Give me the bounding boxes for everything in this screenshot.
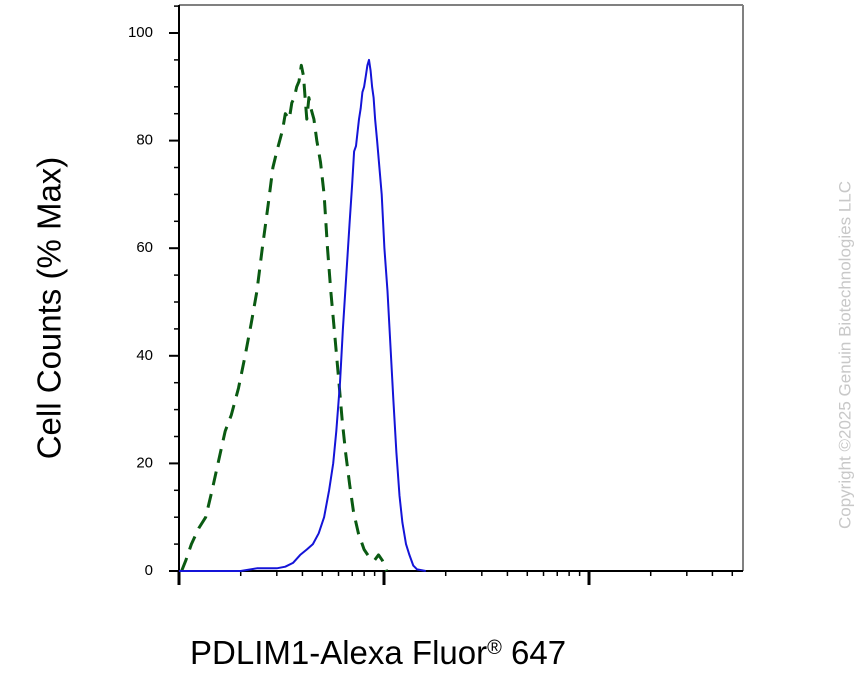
- control-histogram-dashed-line: [180, 63, 389, 572]
- y-tick-label: 0: [145, 562, 153, 579]
- plot-area: 0 20 40 60 80 100: [128, 4, 744, 585]
- y-tick-label: 60: [136, 239, 153, 256]
- y-axis-label: Cell Counts (% Max): [31, 157, 68, 460]
- x-axis-label-main: PDLIM1-Alexa Fluor: [190, 634, 487, 671]
- sample-histogram-solid-line: [179, 58, 426, 572]
- y-tick-label: 80: [136, 132, 153, 149]
- x-axis-label: PDLIM1-Alexa Fluor® 647: [190, 634, 566, 671]
- x-axis-label-tail: 647: [502, 634, 566, 671]
- x-axis-label-registered-mark: ®: [487, 637, 502, 659]
- y-tick-label: 40: [136, 347, 153, 364]
- y-tick-label: 100: [128, 24, 153, 41]
- y-tick-label: 20: [136, 454, 153, 471]
- copyright-watermark: Copyright ©2025 Genuin Biotechnologies L…: [835, 181, 854, 529]
